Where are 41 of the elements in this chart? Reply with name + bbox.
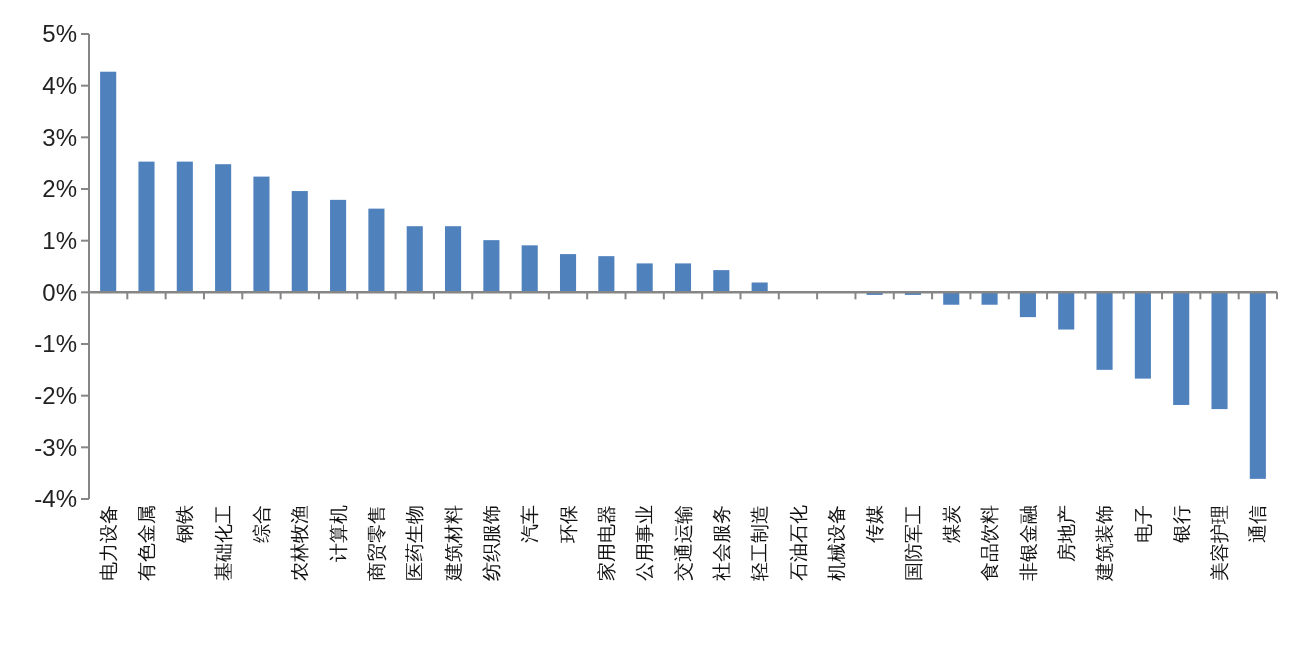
x-tick-label: 社会服务 — [710, 505, 732, 581]
x-tick-label: 煤炭 — [940, 505, 962, 543]
x-tick-label: 计算机 — [327, 505, 349, 562]
x-tick-label: 汽车 — [519, 505, 541, 543]
x-tick-label: 家用电器 — [596, 505, 617, 581]
x-tick-label: 医药生物 — [404, 505, 426, 581]
y-tick-label: 3% — [42, 123, 77, 151]
x-tick-label: 通信 — [1247, 505, 1269, 543]
x-tick-label: 基础化工 — [212, 505, 234, 581]
x-tick-label: 轻工制造 — [749, 505, 771, 581]
x-tick-label: 农林牧渔 — [289, 505, 311, 581]
x-tick-label: 环保 — [557, 505, 579, 543]
x-tick-label: 纺织服饰 — [481, 505, 503, 581]
y-tick-label: 5% — [42, 20, 77, 48]
y-tick-label: -4% — [34, 485, 77, 513]
x-tick-label: 非银金融 — [1017, 505, 1039, 581]
x-tick-label: 美容护理 — [1209, 505, 1231, 581]
x-tick-label: 传媒 — [864, 505, 886, 543]
x-tick-label: 电力设备 — [97, 505, 119, 581]
y-tick-label: -3% — [34, 433, 77, 461]
y-tick-label: -2% — [34, 382, 77, 410]
x-tick-label: 银行 — [1170, 505, 1192, 544]
x-tick-label: 有色金属 — [136, 505, 158, 581]
x-tick-label: 综合 — [251, 505, 273, 543]
x-tick-label: 公用事业 — [634, 505, 656, 581]
y-tick-label: 2% — [42, 175, 77, 203]
x-tick-label: 建筑装饰 — [1094, 505, 1116, 582]
y-tick-label: 0% — [42, 278, 77, 306]
x-tick-label: 商贸零售 — [366, 505, 388, 581]
x-tick-label: 交通运输 — [672, 505, 694, 581]
x-tick-label: 房地产 — [1055, 505, 1077, 562]
x-tick-label: 食品饮料 — [979, 505, 1001, 581]
x-tick-label: 电子 — [1132, 505, 1154, 543]
y-tick-label: 1% — [42, 227, 77, 255]
y-tick-label: -1% — [34, 330, 77, 358]
y-tick-label: 4% — [42, 72, 77, 100]
x-tick-label: 钢铁 — [174, 505, 196, 544]
x-tick-label: 机械设备 — [825, 505, 847, 581]
x-tick-label: 建筑材料 — [442, 505, 464, 582]
x-tick-label: 石油石化 — [787, 505, 809, 581]
x-tick-label: 国防军工 — [902, 505, 924, 581]
